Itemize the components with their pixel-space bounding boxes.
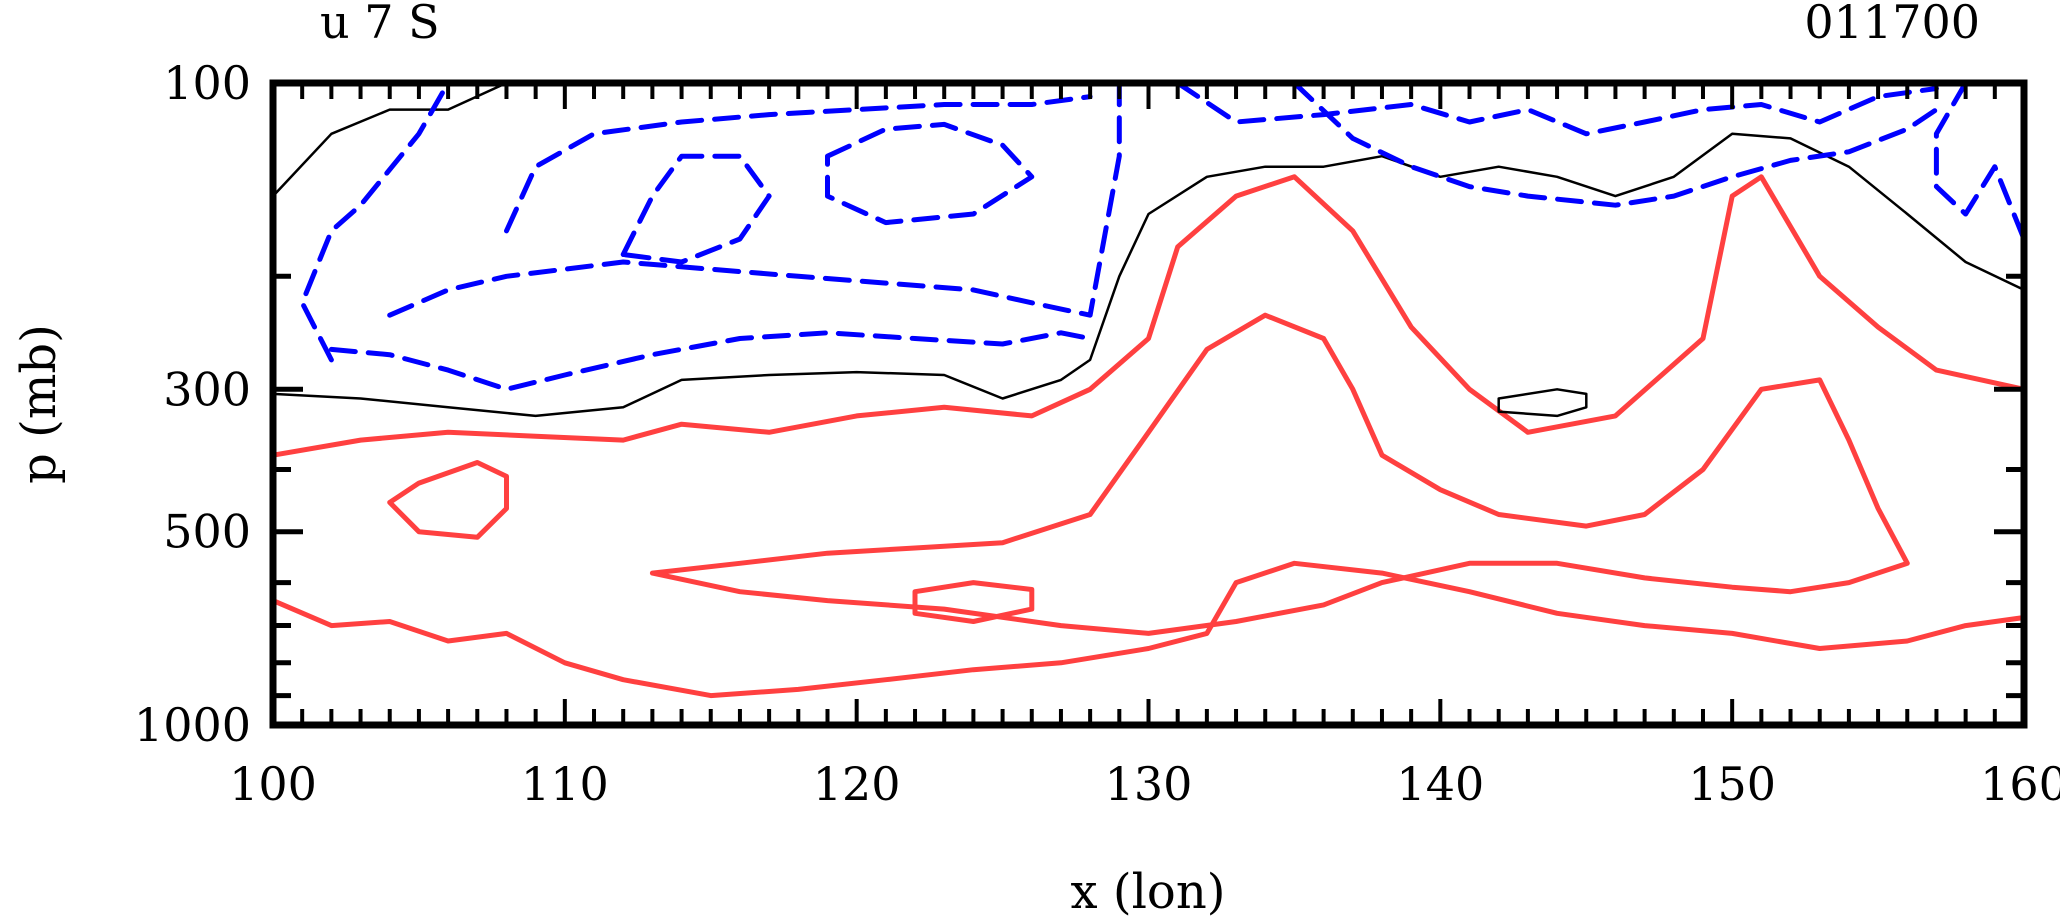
y-axis-label: p (mb) [11, 324, 67, 484]
y-tick-label: 100 [163, 56, 251, 110]
contour-zero-7 [1497, 388, 1588, 418]
x-tick-label: 110 [521, 757, 609, 811]
x-tick-label: 100 [229, 757, 317, 811]
chart-title-right: 011700 [1804, 0, 1980, 49]
contour-negative-14 [1175, 80, 1939, 137]
contour-negative-11 [504, 94, 1093, 234]
contour-negative-10 [328, 330, 1093, 392]
x-tick-label: 140 [1396, 757, 1484, 811]
contour-positive-3 [387, 460, 509, 540]
contour-lines [270, 80, 2027, 699]
contour-positive-0 [270, 174, 2027, 458]
chart-title-left: u 7 S [320, 0, 440, 49]
y-tick-label: 300 [163, 362, 251, 416]
contour-negative-13 [620, 153, 772, 265]
contour-zero-5 [271, 81, 508, 198]
contour-negative-12 [825, 121, 1035, 226]
axis-ticks [271, 80, 2026, 728]
x-tick-label: 150 [1688, 757, 1776, 811]
contour-positive-4 [912, 580, 1035, 624]
y-tick-label: 1000 [134, 698, 251, 752]
y-tick-label: 500 [163, 505, 251, 559]
contour-negative-9 [387, 80, 1122, 318]
x-tick-label: 130 [1105, 757, 1193, 811]
contour-negative-16 [1933, 80, 2027, 242]
tick-labels: 100 110 120 130 140 150 160 100 300 500 1000 [134, 56, 2060, 811]
contour-positive-1 [270, 560, 2027, 699]
contour-negative-8 [299, 80, 451, 363]
x-axis-label: x (lon) [1071, 864, 1226, 920]
contour-negative-15 [1291, 80, 1939, 208]
x-tick-label: 120 [813, 757, 901, 811]
contour-zero-6 [271, 132, 2026, 418]
x-tick-label: 160 [1980, 757, 2060, 811]
contour-positive-2 [649, 312, 1910, 636]
